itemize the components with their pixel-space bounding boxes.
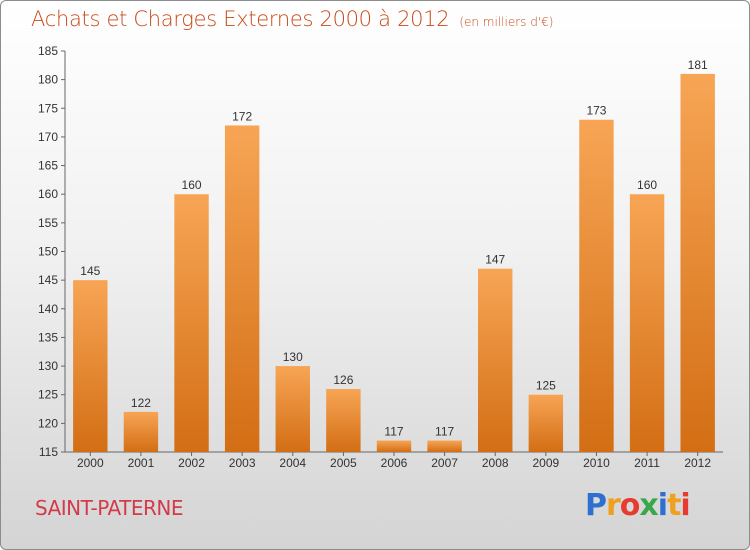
y-tick-label: 155 bbox=[38, 216, 58, 230]
chart-unit: (en milliers d'€) bbox=[459, 15, 554, 29]
value-label-2007: 117 bbox=[435, 425, 454, 439]
logo-letter: i bbox=[680, 488, 690, 523]
value-label-2008: 147 bbox=[485, 253, 505, 267]
y-tick-label: 120 bbox=[38, 416, 58, 430]
value-label-2002: 160 bbox=[182, 178, 202, 192]
x-tick-label-2005: 2005 bbox=[330, 456, 357, 470]
x-tick-label-2011: 2011 bbox=[634, 456, 660, 470]
bar-2008 bbox=[478, 268, 513, 452]
y-tick-label: 145 bbox=[38, 273, 58, 287]
bar-2004 bbox=[275, 366, 310, 452]
x-tick-label-2008: 2008 bbox=[482, 456, 509, 470]
bar-2005 bbox=[326, 388, 361, 452]
bar-2009 bbox=[528, 394, 564, 452]
bar-2011 bbox=[629, 194, 665, 452]
logo-letter: r bbox=[606, 488, 621, 523]
x-tick-label-2002: 2002 bbox=[178, 456, 205, 470]
x-tick-label-2009: 2009 bbox=[532, 456, 559, 470]
value-label-2010: 173 bbox=[586, 104, 606, 118]
x-tick-label-2010: 2010 bbox=[583, 456, 610, 470]
chart-title-block: Achats et Charges Externes 2000 à 2012 (e… bbox=[31, 7, 553, 31]
bar-2001 bbox=[123, 411, 159, 452]
bar-2006 bbox=[376, 440, 412, 452]
y-tick-label: 180 bbox=[38, 73, 58, 87]
bar-2012 bbox=[680, 73, 715, 453]
bar-2007 bbox=[427, 440, 462, 452]
y-tick-label: 140 bbox=[38, 302, 58, 316]
y-tick-label: 185 bbox=[38, 44, 58, 58]
logo-letter: t bbox=[667, 488, 681, 523]
y-tick-label: 115 bbox=[39, 445, 58, 459]
y-tick-label: 170 bbox=[38, 130, 58, 144]
chart-title: Achats et Charges Externes 2000 à 2012 bbox=[31, 7, 450, 31]
chart-axes: 115 120 125 130 135 140 145 150 155 160 165 170 175 1… bbox=[38, 44, 723, 459]
bar-2010 bbox=[579, 119, 614, 452]
value-label-2006: 117 bbox=[384, 425, 403, 439]
y-tick-label: 175 bbox=[38, 101, 58, 115]
bar-2000 bbox=[73, 280, 108, 452]
value-label-2004: 130 bbox=[283, 350, 303, 364]
value-label-2001: 122 bbox=[131, 396, 151, 410]
x-tick-label-2006: 2006 bbox=[381, 456, 408, 470]
y-tick-label: 150 bbox=[38, 245, 58, 259]
x-tick-label-2001: 2001 bbox=[128, 456, 155, 470]
chart-bars: 145 2000 122 2001 160 2002 172 2003 130 2004 126 20… bbox=[73, 58, 715, 470]
x-tick-label-2003: 2003 bbox=[229, 456, 256, 470]
value-label-2003: 172 bbox=[232, 109, 252, 123]
logo-letter: P bbox=[585, 488, 607, 523]
bar-2003 bbox=[224, 125, 260, 452]
y-tick-label: 135 bbox=[38, 330, 58, 344]
value-label-2000: 145 bbox=[80, 264, 100, 278]
logo-letter: o bbox=[619, 488, 641, 523]
value-label-2009: 125 bbox=[536, 379, 556, 393]
y-tick-label: 165 bbox=[38, 159, 58, 173]
x-tick-label-2007: 2007 bbox=[431, 456, 458, 470]
value-label-2012: 181 bbox=[688, 58, 708, 72]
proxiti-logo: Proxiti bbox=[585, 488, 691, 523]
city-name: SAINT-PATERNE bbox=[35, 496, 183, 520]
x-tick-label-2012: 2012 bbox=[684, 456, 711, 470]
y-tick-label: 125 bbox=[38, 388, 58, 402]
bar-2002 bbox=[174, 194, 209, 452]
y-tick-label: 160 bbox=[38, 187, 58, 201]
y-tick-label: 130 bbox=[38, 359, 58, 373]
x-tick-label-2000: 2000 bbox=[77, 456, 104, 470]
logo-letter: i bbox=[657, 488, 668, 523]
value-label-2005: 126 bbox=[333, 373, 353, 387]
logo-letter: x bbox=[639, 488, 658, 523]
value-label-2011: 160 bbox=[637, 178, 657, 192]
x-tick-label-2004: 2004 bbox=[279, 456, 306, 470]
